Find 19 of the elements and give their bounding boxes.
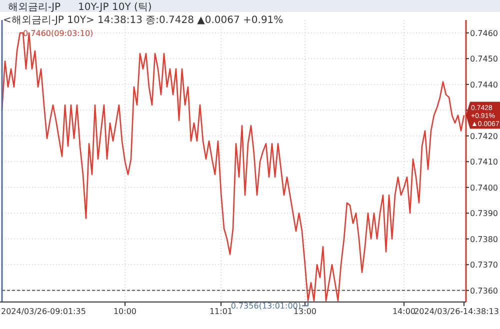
y-tick-label: 0.7360 [470,286,498,296]
x-tick-label: 14:00 [392,307,416,316]
y-tick-label: 0.7400 [470,183,498,192]
y-tick-label: 0.7410 [470,158,498,167]
chart-title: 해외금리-JP [8,2,61,13]
y-tick-label: 0.7460 [470,28,498,38]
y-tick-label: 0.7440 [470,80,498,90]
y-tick-label: 0.7420 [470,132,498,141]
y-tick-label: 0.7450 [470,54,498,64]
annotation: 0.7460(09:03:10) [23,28,94,38]
x-tick-label: 11:01 [209,307,233,316]
y-tick-label: 0.7390 [470,209,498,218]
text: 2024/03/26-09:01:35 [1,307,86,316]
text: 2024/03/26-14:38:13 [414,307,499,316]
y-tick-label: 0.7370 [470,260,498,270]
y-tick-label: 0.7380 [470,234,498,244]
annotation: <해외금리-JP 10Y> 14:38:13 종:0.7428 ▲0.0067 +0.91% [3,15,284,26]
x-tick-label: 10:00 [113,307,137,316]
chart-subtitle: 10Y-JP 10Y (틱) [78,2,152,13]
